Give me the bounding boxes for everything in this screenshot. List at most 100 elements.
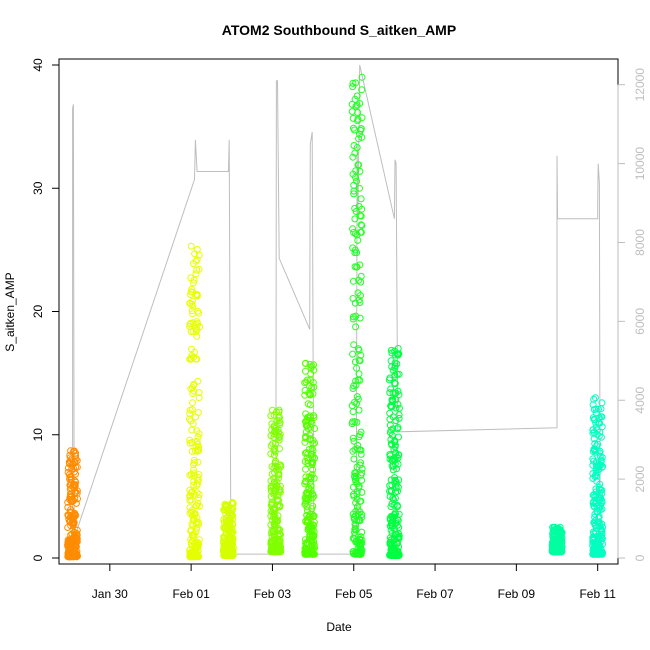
data-point [592, 471, 599, 479]
data-point [355, 482, 363, 490]
data-point [302, 495, 310, 503]
data-point [387, 426, 395, 434]
data-point [351, 126, 358, 134]
data-point [351, 149, 359, 157]
data-point [355, 370, 363, 378]
data-point [391, 347, 399, 355]
data-point [69, 519, 77, 527]
data-point [268, 420, 276, 428]
data-point [356, 314, 364, 322]
data-point [358, 488, 366, 496]
data-point [67, 457, 75, 465]
data-point [394, 516, 402, 524]
data-point [349, 79, 357, 87]
data-point [391, 509, 399, 517]
data-point [591, 544, 599, 551]
data-point [354, 395, 362, 403]
data-point [391, 351, 399, 359]
data-point [194, 409, 202, 416]
data-point [590, 498, 597, 506]
data-point [303, 511, 311, 519]
data-point [548, 542, 556, 550]
data-point [349, 408, 357, 416]
data-point [70, 448, 77, 455]
data-point [64, 541, 72, 549]
data-point [194, 377, 202, 385]
data-point [357, 278, 365, 286]
data-point [351, 476, 359, 484]
data-point [195, 491, 203, 498]
y-axis-label: S_aitken_AMP [3, 272, 17, 351]
data-point [550, 523, 558, 531]
data-point [594, 440, 602, 448]
data-point [352, 377, 360, 385]
data-point [188, 439, 196, 446]
data-point [73, 489, 81, 497]
data-point [66, 485, 74, 493]
data-point [395, 451, 403, 459]
data-point [348, 402, 356, 410]
data-point [357, 428, 365, 436]
data-point [599, 523, 607, 531]
data-point [195, 394, 203, 402]
data-point [305, 389, 313, 397]
data-point [302, 367, 309, 375]
data-point [188, 488, 196, 496]
data-point [305, 550, 312, 558]
data-point [389, 366, 397, 374]
data-point [193, 514, 201, 522]
data-point [309, 490, 316, 498]
data-point [349, 350, 357, 358]
data-point [269, 482, 277, 490]
data-point [229, 499, 237, 507]
data-point [72, 449, 79, 457]
data-point [272, 424, 280, 432]
data-point [192, 270, 200, 278]
data-point [227, 517, 235, 525]
data-point [591, 394, 599, 402]
data-point [354, 236, 362, 244]
data-point [351, 550, 359, 558]
data-point [195, 447, 203, 455]
data-point [589, 455, 597, 463]
y-axis-right: 0 2000 4000 6000 8000 10000 12000 [617, 68, 647, 561]
data-point [190, 279, 197, 287]
data-point [386, 539, 394, 546]
data-point [589, 448, 597, 455]
chart-title: ATOM2 Southbound S_aitken_AMP [222, 22, 456, 38]
data-point [597, 458, 605, 465]
data-point [304, 450, 312, 458]
data-point [595, 518, 603, 526]
point-cluster [186, 242, 203, 561]
data-point [187, 328, 195, 336]
data-point [350, 229, 358, 236]
data-point [306, 512, 314, 520]
data-point [589, 542, 597, 550]
data-point [275, 445, 283, 453]
data-point [221, 504, 229, 512]
data-point [598, 535, 606, 543]
data-point [305, 496, 313, 504]
data-point [386, 451, 394, 458]
data-point [192, 502, 200, 509]
data-point [303, 417, 311, 425]
data-point [351, 263, 359, 271]
data-point [70, 510, 78, 518]
data-point [226, 527, 234, 535]
data-point [301, 449, 309, 457]
x-tick-label: Feb 03 [254, 587, 292, 601]
data-point [302, 378, 310, 386]
data-point [224, 551, 231, 559]
data-point [356, 516, 364, 524]
data-point [354, 109, 362, 116]
data-point [393, 465, 400, 473]
data-point [190, 478, 198, 486]
data-point [350, 181, 358, 189]
data-point [595, 415, 603, 422]
data-point [270, 548, 278, 556]
data-point [357, 459, 365, 467]
data-point [309, 533, 316, 541]
data-point [308, 362, 316, 370]
data-point [387, 526, 395, 534]
data-point [191, 542, 199, 550]
